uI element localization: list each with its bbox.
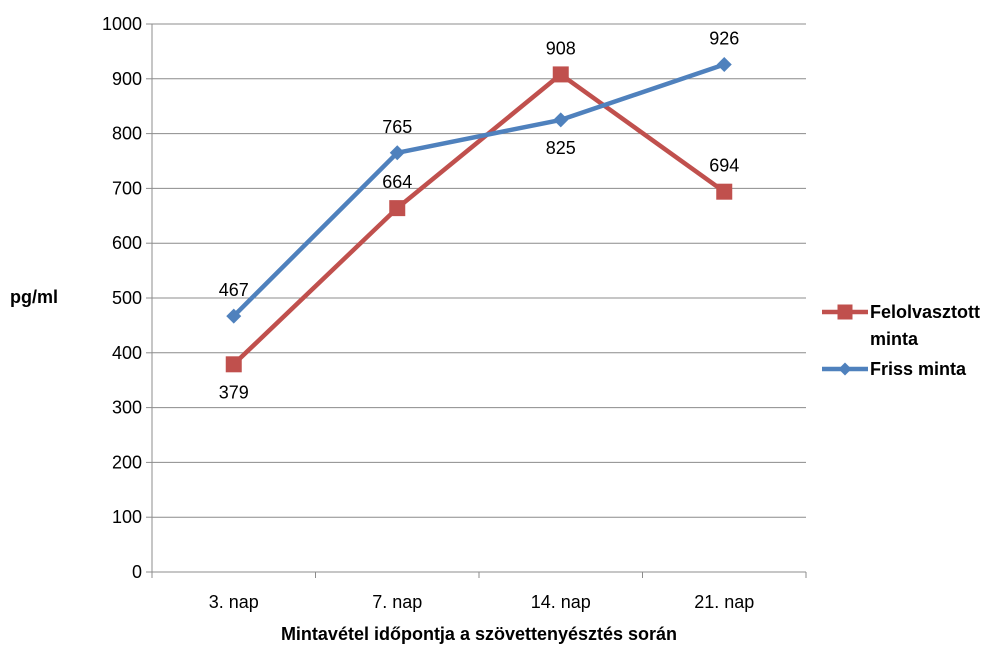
y-tick-label: 600 — [112, 233, 142, 253]
y-axis-title: pg/ml — [10, 287, 58, 307]
y-tick-label: 500 — [112, 288, 142, 308]
y-tick-label: 800 — [112, 124, 142, 144]
y-tick-label: 900 — [112, 69, 142, 89]
legend-label: Friss minta — [870, 359, 967, 379]
y-tick-label: 700 — [112, 178, 142, 198]
series-line — [232, 62, 725, 318]
data-point-square — [716, 183, 733, 200]
data-point-square — [837, 304, 853, 320]
data-label: 926 — [709, 29, 739, 49]
legend: Felolvasztott minta Friss minta — [822, 302, 980, 379]
y-tick-label: 400 — [112, 343, 142, 363]
data-point-diamond — [553, 112, 569, 128]
data-label: 664 — [382, 172, 412, 192]
legend-label: Felolvasztott — [870, 302, 980, 322]
series-lines — [225, 57, 733, 373]
data-label: 467 — [219, 280, 249, 300]
legend-item: Friss minta — [822, 359, 967, 379]
y-tick-label: 300 — [112, 398, 142, 418]
gridlines — [152, 23, 806, 518]
x-tick-label: 21. nap — [694, 592, 754, 612]
data-labels: 379 664 908 694 467 765 825 926 — [219, 29, 740, 403]
data-point-square — [552, 66, 569, 83]
x-tick-label: 3. nap — [209, 592, 259, 612]
y-tick-label: 100 — [112, 507, 142, 527]
axes: 0 100 200 300 400 500 600 700 800 900 1000 3. nap 7.… — [102, 14, 807, 612]
legend-label: minta — [870, 329, 919, 349]
series-line — [232, 72, 726, 366]
data-point-square — [225, 356, 242, 373]
x-tick-label: 14. nap — [531, 592, 591, 612]
data-label: 379 — [219, 382, 249, 402]
x-tick-label: 7. nap — [372, 592, 422, 612]
data-label: 908 — [546, 38, 576, 58]
data-point-diamond — [389, 145, 405, 161]
data-point-diamond — [838, 362, 852, 376]
data-point-diamond — [226, 308, 242, 324]
x-axis-title: Mintavétel időpontja a szövettenyésztés … — [281, 624, 677, 644]
data-label: 825 — [546, 138, 576, 158]
y-tick-label: 200 — [112, 452, 142, 472]
data-label: 765 — [382, 117, 412, 137]
data-point-diamond — [716, 57, 732, 73]
y-tick-label: 1000 — [102, 14, 142, 34]
y-tick-label: 0 — [132, 562, 142, 582]
legend-item: Felolvasztott minta — [822, 302, 980, 349]
data-label: 694 — [709, 156, 739, 176]
data-point-square — [389, 200, 406, 217]
